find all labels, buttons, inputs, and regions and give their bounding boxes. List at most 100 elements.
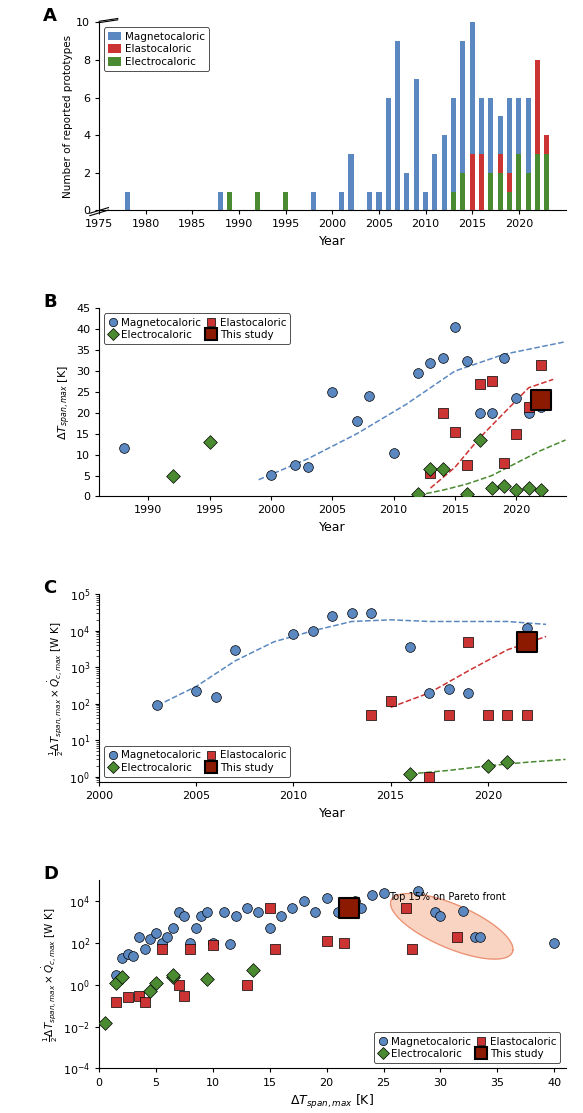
Point [180,987,189,1005]
Bar [526,98,531,210]
Bar [423,191,428,210]
Point [352,412,361,430]
Point [483,706,493,723]
Point [123,988,132,1006]
Point [436,907,445,925]
Bar [489,98,493,210]
Bar [535,60,540,210]
Point [174,904,184,922]
Point [524,404,533,422]
Point [425,768,434,786]
Bar [339,191,344,210]
Bar [498,154,503,210]
Bar [479,154,484,210]
Point [463,485,472,503]
Bar [311,191,316,210]
Point [512,481,521,499]
Point [333,904,343,922]
Point [438,461,447,479]
Point [522,633,531,651]
Point [163,928,172,946]
Point [463,633,473,651]
Bar [517,154,521,210]
Bar [526,173,531,210]
Point [157,940,166,958]
Text: D: D [43,865,58,884]
Bar [227,191,232,210]
Point [328,608,337,626]
Point [311,904,320,922]
Point [271,940,280,958]
Point [153,697,162,715]
Point [549,934,559,952]
Point [500,477,509,495]
Point [444,680,454,698]
Point [425,683,434,701]
Point [405,765,415,782]
Bar [433,154,437,210]
Point [451,318,460,336]
Point [152,974,161,992]
Point [146,930,155,948]
Point [303,459,312,476]
Point [111,993,121,1011]
Point [202,969,212,987]
Point [174,976,184,994]
Point [140,993,149,1011]
Point [500,349,509,367]
Bar [498,173,503,210]
Point [140,940,149,958]
Point [522,706,531,723]
Bar [386,98,391,210]
Point [463,352,472,370]
Point [254,904,263,922]
Point [231,907,240,925]
Point [289,626,298,643]
Point [536,356,546,374]
Point [100,1014,110,1032]
Bar [414,79,419,210]
Point [185,940,195,958]
Y-axis label: $\frac{1}{2}\Delta T_{span,max}\times \dot{Q}_{c,max}$ [W K]: $\frac{1}{2}\Delta T_{span,max}\times \d… [41,907,60,1042]
Point [413,485,423,503]
Bar [517,154,521,210]
Point [288,898,297,916]
Point [168,466,177,484]
Bar [405,173,409,210]
Bar [498,117,503,210]
Bar [545,154,549,210]
Point [512,390,521,407]
Point [168,967,178,985]
Legend: Magnetocaloric, Electrocaloric, Elastocaloric, This study: Magnetocaloric, Electrocaloric, Elastoca… [104,314,290,344]
Point [123,945,132,963]
Text: B: B [43,293,57,312]
Point [211,689,220,707]
Bar [283,191,288,210]
Bar [535,154,540,210]
Bar [349,154,353,210]
Point [129,947,138,965]
Legend: Magnetocaloric, Electrocaloric, Elastocaloric, This study: Magnetocaloric, Electrocaloric, Elastoca… [374,1033,560,1063]
Point [438,349,447,367]
Point [475,375,484,393]
Bar [461,41,465,210]
X-axis label: Year: Year [319,235,346,248]
Point [350,893,360,910]
Bar [377,191,381,210]
Point [134,928,143,946]
Point [345,904,354,922]
Point [364,387,374,405]
Bar [545,135,549,210]
Point [463,456,472,474]
Bar [255,191,260,210]
Bar [489,173,493,210]
Point [524,397,533,415]
Bar [526,173,531,210]
Point [356,898,366,916]
Point [426,354,435,372]
Point [503,754,512,771]
Point [503,706,512,723]
Point [500,454,509,472]
Point [386,692,395,710]
Point [426,464,435,482]
